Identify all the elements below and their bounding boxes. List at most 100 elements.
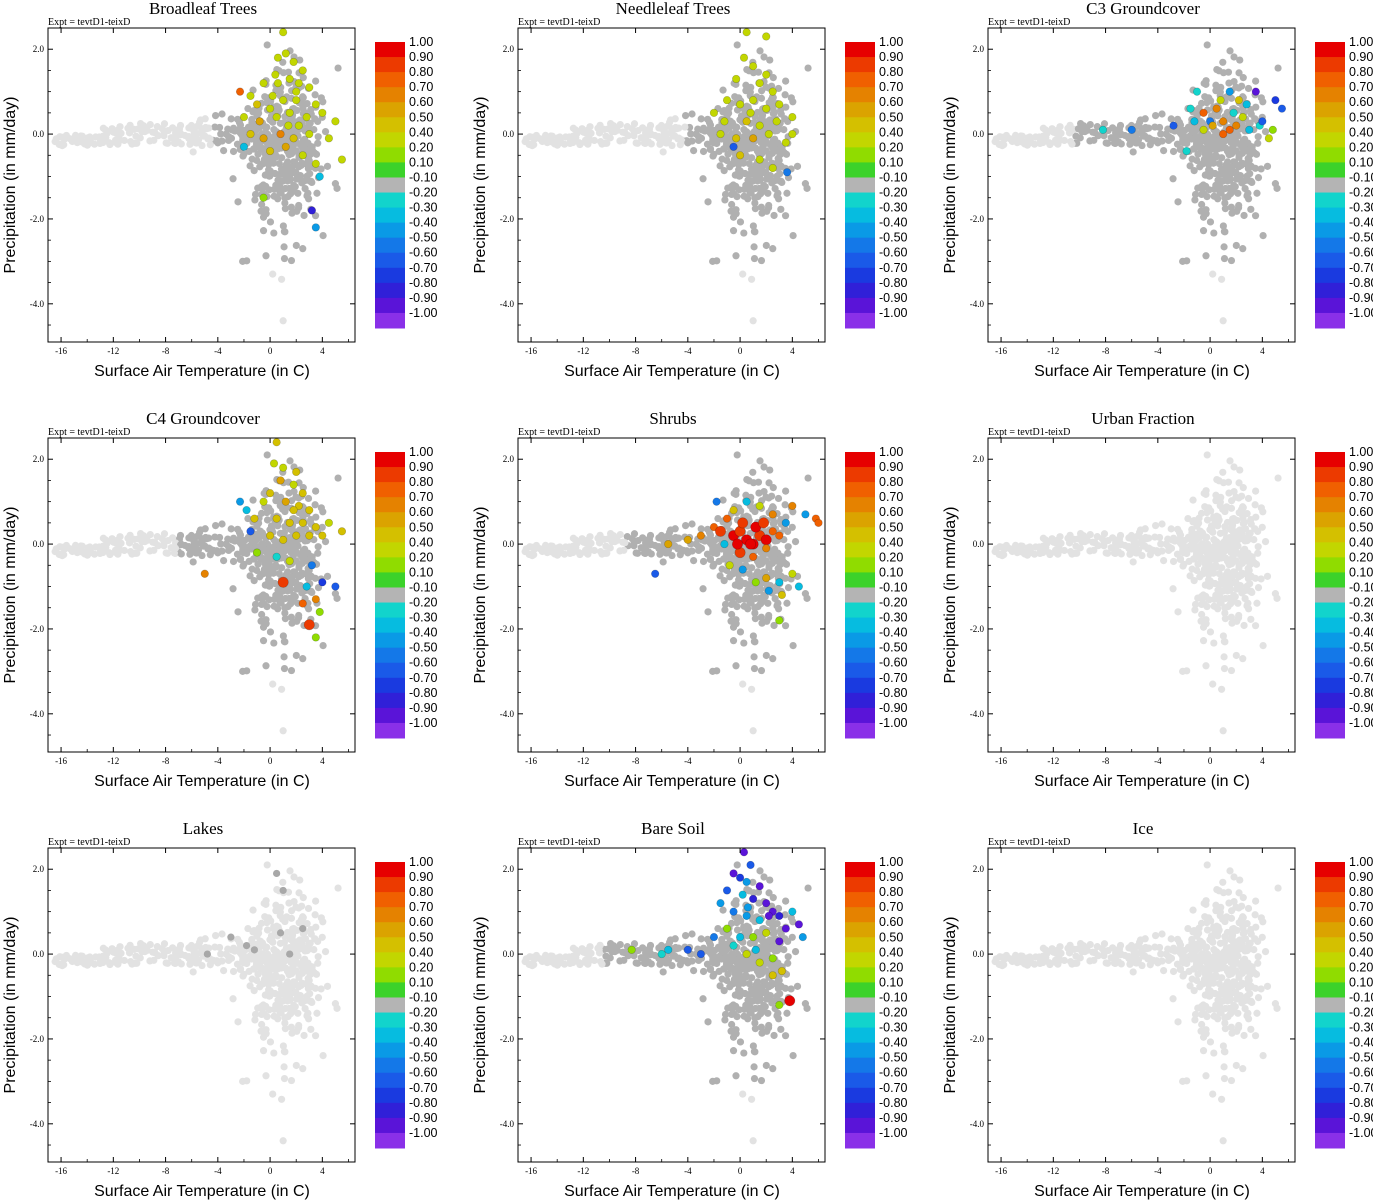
colorbar-segment	[845, 132, 875, 148]
background-point	[598, 550, 606, 558]
colored-point	[760, 534, 772, 546]
background-point	[1158, 110, 1166, 118]
x-tick-label: 0	[738, 346, 743, 356]
background-point	[1074, 125, 1083, 133]
colorbar-segment	[375, 572, 405, 588]
colored-point	[292, 87, 301, 96]
background-point	[1212, 146, 1220, 154]
background-point	[699, 585, 707, 593]
colorbar-label: -0.80	[879, 686, 908, 700]
colorbar-label: 0.20	[409, 550, 433, 564]
background-point	[314, 549, 322, 557]
background-point	[710, 132, 718, 140]
background-point	[246, 572, 254, 580]
background-point	[279, 959, 287, 967]
background-point	[1180, 132, 1188, 140]
colored-point	[265, 104, 275, 113]
background-point	[294, 1024, 303, 1032]
background-point	[1199, 531, 1207, 539]
background-point	[1037, 139, 1045, 147]
background-point	[1215, 570, 1223, 578]
colored-point	[1232, 121, 1241, 130]
panel-needleleaf-trees: Needleleaf Trees Expt = tevtD1-teixD Pre…	[472, 0, 908, 380]
colorbar-label: -0.70	[1349, 671, 1373, 685]
background-point	[265, 186, 273, 194]
panel-title: Needleleaf Trees	[616, 0, 731, 18]
background-point	[758, 163, 766, 171]
background-point	[692, 130, 700, 138]
background-point	[58, 550, 66, 558]
background-point	[277, 990, 285, 998]
background-point	[299, 484, 307, 492]
colorbar-label: -0.90	[409, 291, 438, 305]
background-point	[728, 200, 736, 209]
background-point	[257, 509, 266, 517]
background-point	[292, 241, 300, 250]
x-tick-label: -4	[214, 346, 222, 356]
background-point	[784, 543, 792, 551]
colorbar-segment	[845, 572, 875, 588]
colored-point	[788, 129, 797, 139]
background-point	[308, 998, 316, 1007]
y-axis-label: Precipitation (in mm/day)	[472, 97, 489, 274]
panel-urban-fraction: Urban Fraction Expt = tevtD1-teixD Preci…	[942, 409, 1373, 790]
background-point	[294, 572, 302, 580]
background-point	[288, 537, 297, 545]
background-point	[272, 497, 280, 505]
y-tick-label: -2.0	[30, 214, 45, 224]
panel-lakes: Lakes Expt = tevtD1-teixD Precipitation …	[2, 819, 438, 1200]
background-point	[760, 487, 768, 496]
background-point	[662, 139, 671, 147]
background-point	[681, 111, 690, 120]
background-point	[752, 161, 760, 169]
colorbar-segment	[375, 1042, 405, 1059]
background-point	[211, 111, 220, 120]
background-point	[726, 135, 735, 143]
colored-point	[775, 100, 784, 109]
background-point	[281, 205, 289, 213]
background-point	[247, 955, 256, 963]
colored-point	[305, 506, 314, 515]
background-point	[125, 125, 133, 134]
background-point	[1251, 622, 1260, 630]
background-point	[281, 1025, 289, 1033]
background-point	[289, 1007, 297, 1015]
background-point	[782, 103, 790, 111]
background-point	[657, 547, 665, 555]
background-point	[272, 151, 280, 159]
colored-point	[775, 616, 784, 625]
background-point	[766, 141, 775, 149]
background-point	[258, 610, 266, 619]
background-point	[1205, 186, 1213, 194]
background-point	[1259, 98, 1267, 106]
background-point	[1209, 159, 1218, 167]
background-point	[749, 222, 757, 230]
background-point	[1072, 542, 1080, 550]
background-point	[727, 207, 735, 215]
background-point	[1100, 542, 1108, 550]
background-point	[311, 115, 319, 123]
background-point	[634, 126, 642, 135]
background-point	[1229, 187, 1237, 195]
background-point	[729, 623, 738, 631]
colored-point	[1234, 96, 1243, 105]
colored-point	[1199, 125, 1208, 134]
background-point	[251, 190, 260, 199]
x-tick-label: -8	[632, 346, 640, 356]
background-point	[311, 984, 319, 992]
colored-point	[302, 582, 311, 591]
background-point	[321, 537, 330, 546]
background-point	[62, 131, 70, 140]
y-tick-label: 0.0	[33, 949, 45, 959]
background-point	[323, 982, 332, 990]
background-point	[192, 139, 201, 147]
colored-point	[246, 91, 255, 100]
background-point	[274, 996, 282, 1004]
background-point	[68, 547, 76, 556]
colored-point	[265, 489, 275, 498]
background-point	[1174, 198, 1182, 206]
background-point	[280, 664, 289, 673]
background-point	[1192, 536, 1201, 544]
background-point	[258, 185, 267, 193]
colorbar-segment	[845, 587, 875, 604]
